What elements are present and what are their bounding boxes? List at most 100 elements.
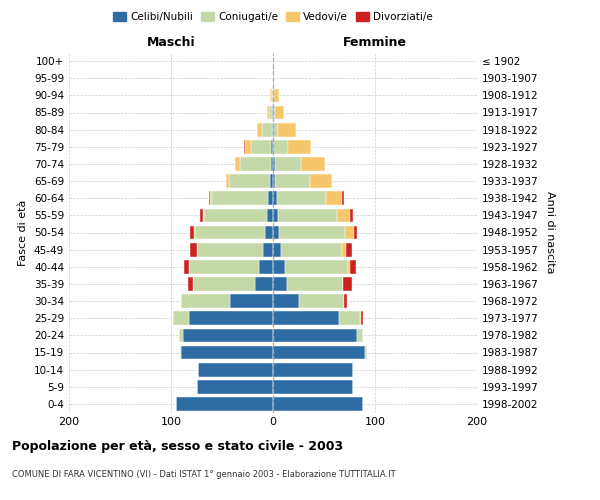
Bar [275,157,301,171]
Bar [343,277,352,291]
Bar [183,328,273,342]
Text: Popolazione per età, sesso e stato civile - 2003: Popolazione per età, sesso e stato civil… [12,440,343,453]
Bar [278,208,337,222]
Bar [181,346,273,360]
Bar [241,157,271,171]
Bar [226,174,229,188]
Bar [244,140,245,153]
Bar [273,328,356,342]
Bar [301,157,325,171]
Bar [193,277,254,291]
Bar [273,277,287,291]
Bar [273,226,279,239]
Bar [235,157,241,171]
Bar [209,192,210,205]
Bar [245,140,251,153]
Bar [197,243,263,256]
Text: COMUNE DI FARA VICENTINO (VI) - Dati ISTAT 1° gennaio 2003 - Elaborazione TUTTIT: COMUNE DI FARA VICENTINO (VI) - Dati IST… [12,470,395,479]
Bar [340,312,360,325]
Bar [190,243,197,256]
Bar [190,226,194,239]
Bar [361,312,363,325]
Bar [268,192,273,205]
Bar [273,106,275,120]
Bar [259,260,273,274]
Bar [210,192,212,205]
Bar [271,88,273,102]
Bar [287,277,343,291]
Bar [212,192,268,205]
Bar [270,174,273,188]
Bar [190,260,259,274]
Bar [275,106,284,120]
Bar [365,346,367,360]
Bar [271,157,273,171]
Bar [278,123,296,136]
Bar [230,294,273,308]
Bar [257,123,262,136]
Bar [229,174,270,188]
Text: Maschi: Maschi [146,36,196,49]
Bar [273,294,299,308]
Bar [299,294,344,308]
Bar [269,106,272,120]
Bar [254,277,273,291]
Bar [273,72,274,85]
Bar [273,174,275,188]
Bar [200,208,203,222]
Bar [343,243,346,256]
Bar [285,260,349,274]
Bar [196,226,265,239]
Bar [270,88,271,102]
Y-axis label: Fasce di età: Fasce di età [19,200,28,266]
Bar [194,226,196,239]
Bar [273,380,353,394]
Bar [197,363,273,376]
Bar [343,192,344,205]
Bar [346,226,353,239]
Bar [272,123,273,136]
Bar [263,243,273,256]
Bar [273,88,274,102]
Bar [262,123,272,136]
Bar [310,174,332,188]
Bar [273,363,353,376]
Bar [190,312,273,325]
Bar [273,140,289,153]
Bar [265,226,273,239]
Legend: Celibi/Nubili, Coniugati/e, Vedovi/e, Divorziati/e: Celibi/Nubili, Coniugati/e, Vedovi/e, Di… [109,8,437,26]
Bar [289,140,311,153]
Bar [356,328,363,342]
Bar [184,260,190,274]
Bar [267,106,269,120]
Bar [179,328,183,342]
Bar [346,243,352,256]
Bar [273,243,281,256]
Bar [273,123,278,136]
Bar [275,174,310,188]
Bar [181,294,230,308]
Bar [273,346,365,360]
Bar [273,208,278,222]
Bar [344,294,347,308]
Bar [267,208,273,222]
Bar [273,312,340,325]
Bar [273,192,277,205]
Bar [180,346,181,360]
Bar [271,140,273,153]
Bar [326,192,343,205]
Bar [203,208,267,222]
Bar [349,208,353,222]
Bar [349,260,356,274]
Bar [360,312,361,325]
Bar [173,312,190,325]
Bar [281,243,343,256]
Bar [273,260,285,274]
Bar [273,54,274,68]
Y-axis label: Anni di nascita: Anni di nascita [545,191,555,274]
Bar [273,397,363,411]
Bar [188,277,193,291]
Bar [272,106,273,120]
Bar [274,88,279,102]
Bar [273,157,275,171]
